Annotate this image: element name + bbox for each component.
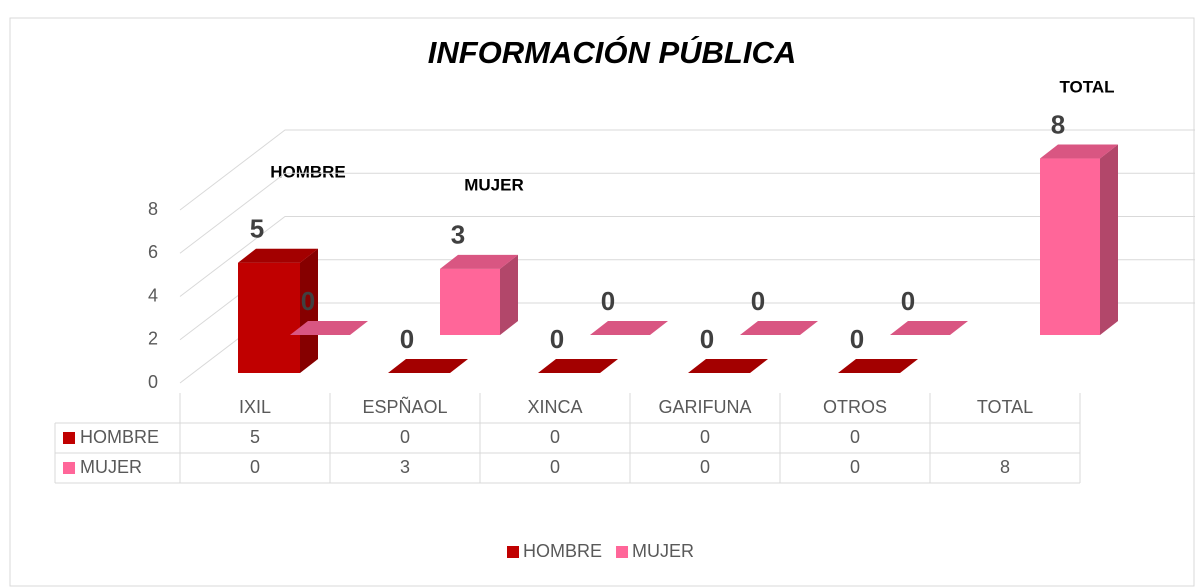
bar-top-shade (440, 254, 518, 269)
bar (688, 359, 768, 373)
bar-side-shade (500, 254, 518, 335)
value-label: 0 (901, 286, 915, 316)
bar-top-shade (290, 321, 368, 335)
annotation: MUJER (464, 175, 524, 194)
value-label: 0 (301, 286, 315, 316)
legend-label: HOMBRE (523, 541, 602, 561)
bar-top (688, 359, 768, 373)
value-label: 8 (1051, 109, 1065, 139)
annotation: TOTAL (1059, 77, 1114, 96)
chart-title: INFORMACIÓN PÚBLICA (428, 35, 797, 70)
bar-side-shade (300, 248, 318, 373)
bar-top-shade (1040, 144, 1118, 159)
grid-line (179, 216, 1195, 297)
bar-top-shade (890, 321, 968, 335)
bar-side (1100, 144, 1118, 335)
bar-top (238, 248, 318, 263)
bar-side (300, 248, 318, 373)
bar-top-shade (590, 321, 668, 335)
table-cell: 0 (250, 457, 260, 477)
table-cell: 5 (250, 427, 260, 447)
bar-top-shade (388, 359, 468, 373)
grid-line (179, 129, 1195, 211)
y-tick-label: 4 (148, 285, 158, 305)
bar-top (1040, 144, 1118, 159)
bar-top (890, 321, 968, 335)
legend-swatch (507, 546, 519, 558)
bar-front (238, 262, 300, 373)
value-label: 0 (751, 286, 765, 316)
table-cell: 0 (550, 457, 560, 477)
table-cell: 0 (700, 457, 710, 477)
value-label: 5 (250, 214, 264, 244)
row-label: MUJER (80, 457, 142, 477)
legend-label: MUJER (632, 541, 694, 561)
bar-side (500, 254, 518, 335)
table-cell: 0 (850, 427, 860, 447)
grid-line (179, 172, 1195, 254)
x-tick-label: TOTAL (977, 397, 1033, 417)
x-tick-label: IXIL (239, 397, 271, 417)
x-tick-label: ESPÑAOL (362, 396, 447, 417)
bar-top (838, 359, 918, 373)
value-label: 0 (700, 324, 714, 354)
bar-front (440, 268, 500, 335)
bar-top (388, 359, 468, 373)
x-tick-label: XINCA (527, 397, 582, 417)
x-tick-label: OTROS (823, 397, 887, 417)
bar-side-shade (1100, 144, 1118, 335)
bar-top (590, 321, 668, 335)
bar (838, 359, 918, 373)
legend-swatch (63, 432, 75, 444)
value-label: 0 (601, 286, 615, 316)
chart-frame (9, 17, 1195, 587)
legend-swatch (616, 546, 629, 558)
legend-swatch (63, 462, 75, 474)
x-tick-label: GARIFUNA (658, 397, 751, 417)
row-label: HOMBRE (80, 427, 159, 447)
y-tick-label: 8 (148, 199, 158, 219)
bar (440, 254, 518, 335)
bar-top (290, 321, 368, 335)
bar-top-shade (740, 321, 818, 335)
table-cell: 0 (550, 427, 560, 447)
bar-front (1040, 158, 1100, 335)
bar-top-shade (538, 359, 618, 373)
annotation: HOMBRE (270, 162, 346, 181)
value-label: 0 (550, 324, 564, 354)
table-cell: 0 (850, 457, 860, 477)
bar-top-shade (688, 359, 768, 373)
bar (290, 321, 368, 335)
table-cell: 8 (1000, 457, 1010, 477)
bar (238, 248, 318, 373)
table-cell: 0 (700, 427, 710, 447)
table-cell: 3 (400, 457, 410, 477)
bar-top (740, 321, 818, 335)
bar (1040, 144, 1118, 335)
bar-top (440, 254, 518, 269)
y-tick-label: 2 (148, 329, 158, 349)
table-cell: 0 (400, 427, 410, 447)
value-label: 0 (850, 324, 864, 354)
bar (590, 321, 668, 335)
bar (890, 321, 968, 335)
bar-top-shade (238, 248, 318, 263)
y-tick-label: 6 (148, 242, 158, 262)
value-label: 0 (400, 324, 414, 354)
bar (740, 321, 818, 335)
bar (538, 359, 618, 373)
bar-top-shade (838, 359, 918, 373)
value-label: 3 (451, 220, 465, 250)
bar (388, 359, 468, 373)
bar-top (538, 359, 618, 373)
y-tick-label: 0 (148, 372, 158, 392)
